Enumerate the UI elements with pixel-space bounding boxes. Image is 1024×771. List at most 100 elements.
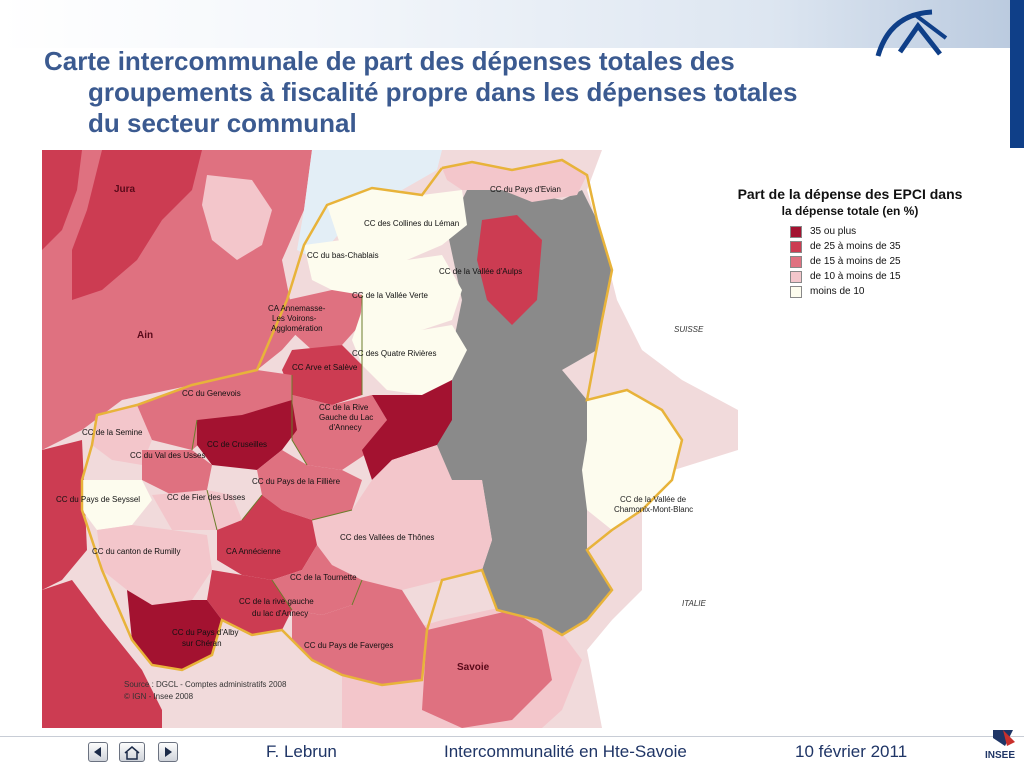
label-rive-droite-2: du lac d'Annecy — [252, 609, 308, 618]
region-ain-south — [42, 440, 87, 590]
epci-faucigny-dark — [362, 380, 452, 480]
label-cruseilles: CC de Cruseilles — [207, 440, 267, 449]
map-legend: Part de la dépense des EPCI dans la dépe… — [700, 186, 1000, 299]
label-genevois: CC du Genevois — [182, 389, 241, 398]
label-rive-gauche-1: CC de la Rive — [319, 403, 369, 412]
label-bas-chablais: CC du bas-Chablais — [307, 251, 379, 260]
legend-swatch — [790, 285, 802, 298]
legend-swatch — [790, 270, 802, 283]
legend-item-label: de 25 à moins de 35 — [810, 241, 901, 252]
legend-item: de 10 à moins de 15 — [790, 269, 1000, 284]
label-annecienne: CA Annécienne — [226, 547, 281, 556]
choropleth-map: Jura Ain SUISSE ITALIE Savoie CC du Pays… — [42, 150, 738, 728]
epci-quatre-rivieres — [352, 310, 467, 395]
presentation-logo — [875, 9, 948, 57]
label-annemasse-1: CA Annemasse- — [268, 304, 326, 313]
label-jura: Jura — [114, 184, 136, 195]
footer-divider — [0, 736, 1024, 737]
legend-item: moins de 10 — [790, 284, 1000, 299]
label-canton-rumilly: CC du canton de Rumilly — [92, 547, 180, 556]
epci-filliere — [257, 450, 362, 520]
legend-item: 35 ou plus — [790, 224, 1000, 239]
dept-border — [80, 158, 684, 687]
epci-borders — [191, 295, 363, 611]
legend-subtitle: la dépense totale (en %) — [781, 204, 919, 218]
epci-vallee-aulps — [477, 215, 542, 325]
label-rive-gauche-3: d'Annecy — [329, 423, 362, 432]
region-ain-light — [202, 175, 272, 260]
label-pays-evian: CC du Pays d'Evian — [490, 185, 561, 194]
footer-date: 10 février 2011 — [795, 742, 908, 761]
legend-item: de 15 à moins de 25 — [790, 254, 1000, 269]
prev-slide-button[interactable] — [88, 742, 108, 762]
label-faverges: CC du Pays de Faverges — [304, 641, 393, 650]
label-chamonix-1: CC de la Vallée de — [620, 495, 687, 504]
epci-pays-seyssel — [82, 480, 152, 530]
legend-swatch — [790, 240, 802, 253]
legend-item-label: 35 ou plus — [810, 226, 857, 237]
epci-grey-east — [432, 180, 632, 635]
epci-semine — [92, 405, 152, 465]
label-vallees-thones: CC des Vallées de Thônes — [340, 533, 434, 542]
label-arve-saleve: CC Arve et Salève — [292, 363, 358, 372]
label-annemasse-3: Agglomération — [271, 324, 323, 333]
label-alby-2: sur Chéran — [182, 639, 222, 648]
label-fier-usses: CC de Fier des Usses — [167, 493, 245, 502]
legend-item-label: moins de 10 — [810, 286, 865, 297]
epci-val-usses — [142, 450, 212, 495]
home-icon — [124, 746, 140, 760]
label-annemasse-2: Les Voirons- — [272, 314, 317, 323]
epci-annemasse — [287, 290, 362, 350]
epci-canton-rumilly — [97, 525, 212, 605]
epci-tournette — [272, 545, 362, 615]
label-filliere: CC du Pays de la Fillière — [252, 477, 341, 486]
next-slide-button[interactable] — [158, 742, 178, 762]
label-italie: ITALIE — [682, 599, 707, 608]
label-suisse: SUISSE — [674, 325, 704, 334]
label-quatre-rivieres: CC des Quatre Rivières — [352, 349, 436, 358]
home-button[interactable] — [119, 742, 145, 762]
label-val-usses: CC du Val des Usses — [130, 451, 205, 460]
legend-swatch — [790, 255, 802, 268]
triangle-left-icon — [94, 747, 101, 757]
epci-genevois — [132, 370, 292, 450]
map-source-line-1: Source : DGCL - Comptes administratifs 2… — [124, 680, 287, 689]
label-rive-droite-1: CC de la rive gauche — [239, 597, 314, 606]
insee-logo-icon — [993, 730, 1015, 746]
footer-topic: Intercommunalité en Hte-Savoie — [444, 742, 687, 761]
legend-swatch — [790, 225, 802, 238]
epci-rive-gauche-annecy — [207, 570, 292, 635]
legend-item-label: de 10 à moins de 15 — [810, 271, 901, 282]
label-vallee-verte: CC de la Vallée Verte — [352, 291, 428, 300]
epci-pays-faverges — [292, 580, 427, 685]
region-jura-west — [42, 150, 82, 250]
label-semine: CC de la Semine — [82, 428, 143, 437]
triangle-right-icon — [165, 747, 172, 757]
epci-pays-evian — [442, 160, 587, 202]
title-line-1: Carte intercommunale de part des dépense… — [44, 46, 735, 76]
region-southwest — [42, 580, 162, 728]
header-stripe — [1010, 0, 1024, 148]
label-tournette: CC de la Tournette — [290, 573, 357, 582]
epci-pays-alby — [127, 590, 222, 670]
epci-arve-saleve — [282, 345, 362, 405]
label-chamonix-2: Chamonix-Mont-Blanc — [614, 505, 693, 514]
epci-vallee-verte — [362, 255, 462, 330]
epci-collines-leman — [327, 188, 467, 260]
insee-wordmark: INSEE — [985, 750, 1016, 761]
legend-title: Part de la dépense des EPCI dans — [737, 186, 963, 202]
legend-list: 35 ou plus de 25 à moins de 35 de 15 à m… — [700, 224, 1000, 299]
legend-item: de 25 à moins de 35 — [790, 239, 1000, 254]
map-canvas: Jura Ain SUISSE ITALIE Savoie CC du Pays… — [42, 150, 738, 728]
legend-item-label: de 15 à moins de 25 — [810, 256, 901, 267]
region-jura-dark — [72, 150, 202, 300]
region-italie — [587, 450, 738, 728]
header-band — [0, 0, 1024, 48]
label-ain: Ain — [137, 330, 153, 341]
footer-author: F. Lebrun — [266, 742, 337, 761]
label-rive-gauche-2: Gauche du Lac — [319, 413, 373, 422]
label-pays-seyssel: CC du Pays de Seyssel — [56, 495, 140, 504]
epci-cruseilles — [197, 400, 297, 470]
label-savoie: Savoie — [457, 662, 490, 673]
label-collines-leman: CC des Collines du Léman — [364, 219, 459, 228]
